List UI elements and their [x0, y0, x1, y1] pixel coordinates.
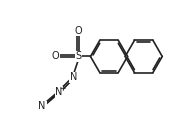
- Text: O: O: [52, 51, 60, 61]
- Text: N: N: [55, 87, 63, 97]
- Text: O: O: [74, 26, 82, 36]
- Text: S: S: [75, 51, 81, 61]
- Text: N: N: [38, 102, 46, 111]
- Text: +: +: [59, 84, 66, 93]
- Text: N: N: [70, 72, 77, 82]
